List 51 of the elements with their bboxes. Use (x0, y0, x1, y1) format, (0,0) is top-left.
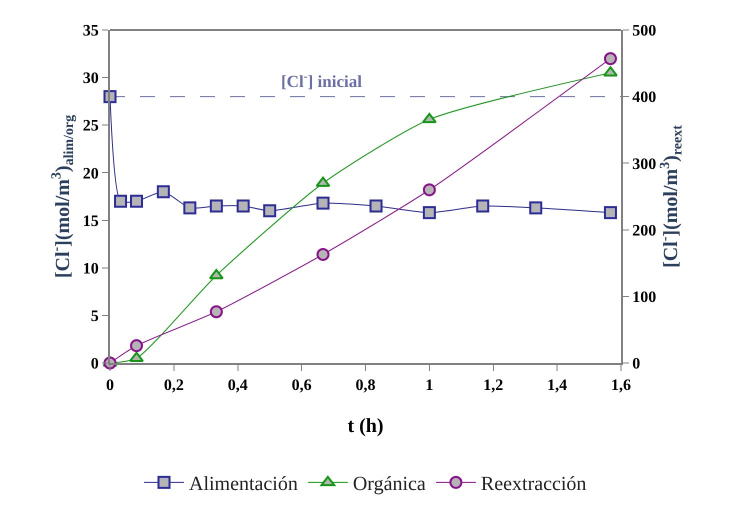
point (476, 200, 490, 213)
x-tick-label: 1,4 (547, 377, 568, 394)
point (210, 200, 223, 213)
point (129, 352, 144, 362)
point (316, 196, 330, 210)
point (156, 185, 170, 198)
point (603, 66, 618, 77)
point (604, 52, 617, 66)
ref-line-label: [Cl$^{-}$] inicial (281, 69, 362, 92)
y-tick-label: 15 (82, 212, 99, 230)
y-tick-label: 0 (90, 356, 99, 373)
x-tick-label: 0,2 (164, 377, 184, 394)
point (604, 206, 617, 220)
x-tick-label: 1,6 (611, 377, 631, 394)
y-tick-label: 25 (82, 118, 99, 135)
y-tick-label: 30 (82, 70, 99, 88)
x-tick-label: 0,4 (228, 377, 248, 394)
y-tick-label: 35 (82, 22, 99, 40)
point (529, 201, 542, 214)
y2-tick-label: 200 (632, 222, 656, 240)
x-tick-label: 1 (425, 377, 434, 394)
point (263, 204, 276, 218)
point (209, 268, 224, 280)
x-tick-label: 1,2 (483, 377, 504, 394)
point (210, 305, 223, 318)
point (370, 200, 383, 213)
x-tick-label: 0,8 (356, 377, 376, 394)
x-tick-label: 0 (106, 377, 114, 394)
point (114, 194, 128, 208)
y2-tick-label: 500 (632, 22, 656, 40)
y-tick-label: 20 (82, 165, 99, 182)
point (316, 176, 330, 187)
y2-tick-label: 0 (632, 356, 640, 373)
legend-label: Alimentación (189, 473, 298, 496)
x-tick-label: 0,6 (292, 377, 312, 394)
legend-label: Reextracción (480, 473, 586, 496)
point (422, 183, 436, 196)
y2-tick-label: 400 (632, 89, 656, 106)
y2-tick-label: 100 (632, 289, 656, 306)
y-tick-label: 10 (82, 260, 99, 278)
point (130, 194, 144, 208)
point (236, 200, 250, 213)
point (183, 201, 196, 214)
legend-label: Orgánica (352, 473, 426, 496)
y-tick-label: 5 (90, 308, 99, 326)
y2-tick-label: 300 (632, 156, 656, 173)
point (422, 206, 436, 220)
point (316, 248, 330, 261)
point (130, 339, 144, 352)
point (422, 112, 437, 124)
x-axis-title: t (h) (347, 415, 384, 438)
